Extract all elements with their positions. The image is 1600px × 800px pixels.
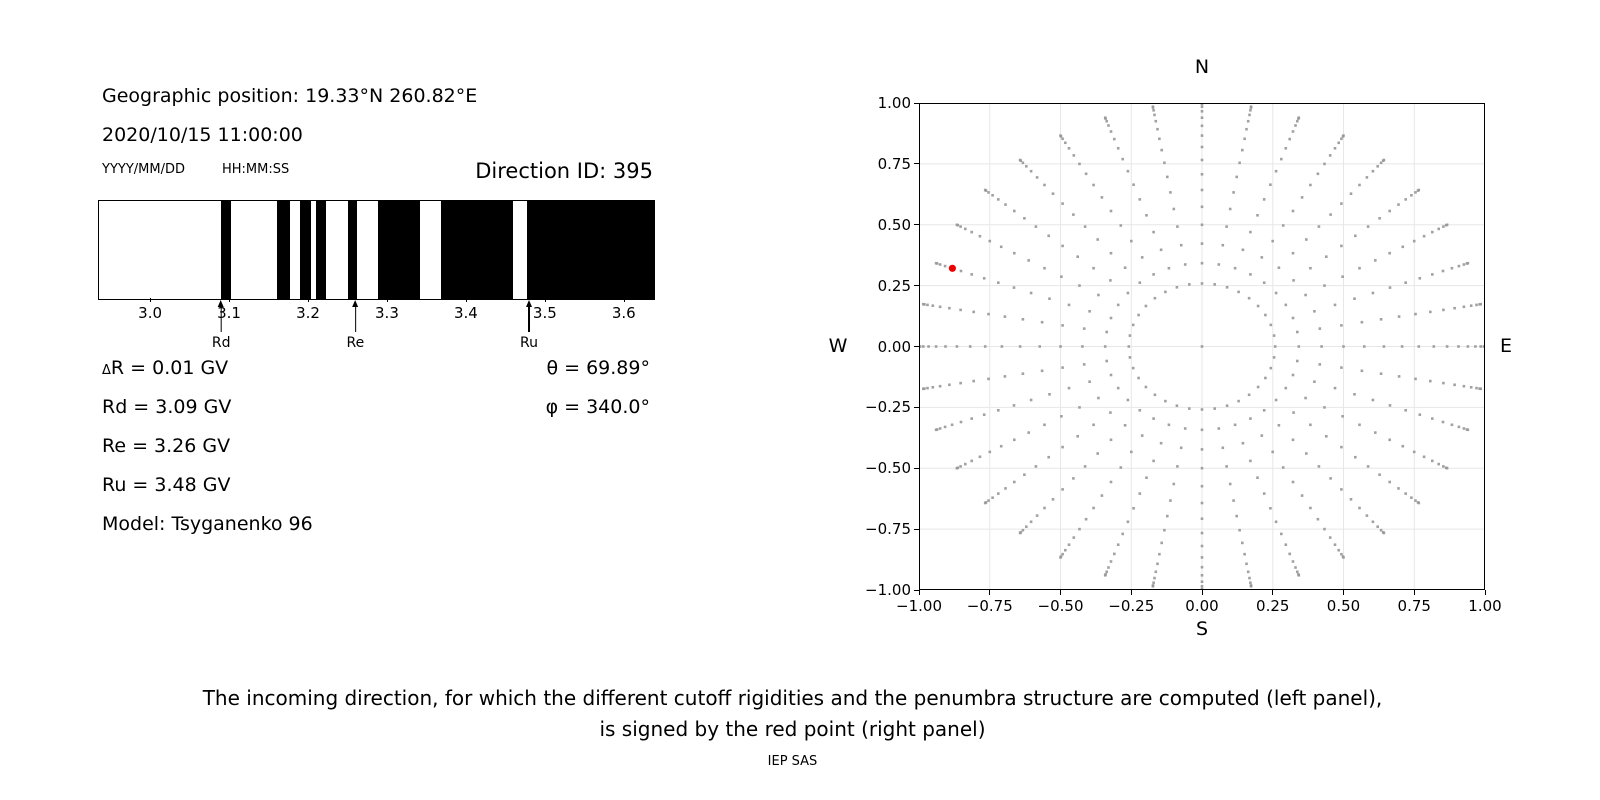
y-tick-label: 0.75 — [877, 154, 911, 173]
datetime-text: 2020/10/15 11:00:00 — [102, 124, 303, 146]
theta-value: θ = 69.89° — [546, 357, 650, 379]
ru-value: Ru = 3.48 GV — [102, 474, 231, 496]
phi-value: φ = 340.0° — [545, 396, 650, 418]
caption-line-2: is signed by the red point (right panel) — [599, 717, 986, 741]
penumbra-tick-label: 3.2 — [296, 304, 320, 322]
y-tick-mark — [914, 589, 919, 591]
date-format-hint: YYYY/MM/DD — [102, 162, 185, 177]
penumbra-tick-mark — [465, 298, 467, 302]
direction-id-text: Direction ID: 395 — [475, 159, 653, 183]
x-tick-label: 0.75 — [1397, 597, 1431, 615]
penumbra-tick-label: 3.0 — [138, 304, 163, 322]
arrow-up-icon — [218, 300, 225, 307]
y-tick-mark — [914, 467, 919, 469]
arrow-stem — [354, 306, 356, 332]
x-tick-mark — [989, 590, 991, 595]
direction-grid-dots — [919, 103, 1485, 590]
y-tick-label: 0.00 — [877, 337, 911, 356]
y-tick-label: 0.25 — [877, 276, 911, 295]
x-tick-mark — [1201, 590, 1203, 595]
delta-r-value: ΔR = 0.01 GV — [102, 357, 228, 379]
y-tick-label: 0.50 — [877, 215, 911, 234]
selected-direction-point — [948, 264, 956, 272]
x-tick-label: 0.25 — [1256, 597, 1290, 615]
x-tick-mark — [1130, 590, 1132, 595]
compass-west-label: W — [828, 335, 848, 357]
arrow-label: Rd — [211, 335, 231, 351]
direction-plot — [919, 103, 1485, 590]
y-tick-mark — [914, 528, 919, 530]
cutoff-arrow-rd: Rd — [211, 300, 231, 351]
x-tick-label: 0.00 — [1185, 597, 1219, 615]
model-text: Model: Tsyganenko 96 — [102, 513, 313, 535]
arrow-label: Re — [346, 335, 365, 351]
penumbra-tick-mark — [229, 298, 231, 302]
penumbra-forbidden-band — [300, 201, 311, 299]
arrow-stem — [220, 306, 222, 332]
x-tick-label: −0.75 — [966, 597, 1013, 615]
plot-border — [919, 103, 1485, 590]
arrow-label: Ru — [520, 335, 539, 351]
penumbra-plot — [98, 200, 655, 300]
y-tick-mark — [914, 285, 919, 287]
arrow-up-icon — [526, 300, 533, 307]
penumbra-forbidden-band — [220, 201, 231, 299]
y-tick-mark — [914, 224, 919, 226]
x-tick-mark — [1484, 590, 1486, 595]
geo-position-text: Geographic position: 19.33°N 260.82°E — [102, 85, 478, 107]
penumbra-forbidden-band — [316, 201, 327, 299]
x-tick-mark — [1272, 590, 1274, 595]
y-tick-mark — [914, 346, 919, 347]
penumbra-forbidden-band — [440, 201, 514, 299]
penumbra-tick-mark — [544, 298, 546, 302]
x-tick-label: 0.50 — [1326, 597, 1361, 615]
y-tick-mark — [914, 102, 919, 104]
penumbra-forbidden-band — [526, 201, 654, 299]
compass-south-label: S — [1195, 618, 1209, 640]
penumbra-tick-label: 3.4 — [453, 304, 478, 322]
rd-value: Rd = 3.09 GV — [102, 396, 232, 418]
penumbra-forbidden-band — [347, 201, 358, 299]
y-tick-mark — [914, 163, 919, 165]
compass-north-label: N — [1194, 56, 1210, 78]
penumbra-forbidden-band — [377, 201, 420, 299]
penumbra-tick-label: 3.5 — [532, 304, 557, 322]
x-tick-label: −1.00 — [896, 597, 942, 615]
x-tick-label: −0.50 — [1037, 597, 1084, 615]
delta-r-text: R = 0.01 GV — [110, 357, 229, 379]
caption-line-1: The incoming direction, for which the di… — [202, 686, 1383, 710]
penumbra-tick-mark — [386, 298, 388, 302]
cutoff-arrow-re: Re — [346, 300, 365, 351]
penumbra-tick-mark — [150, 298, 152, 302]
y-tick-label: 1.00 — [877, 94, 911, 112]
arrow-up-icon — [352, 300, 359, 307]
y-tick-mark — [914, 406, 919, 408]
compass-east-label: E — [1499, 335, 1512, 357]
x-tick-mark — [918, 590, 920, 595]
time-format-hint: HH:MM:SS — [222, 162, 290, 177]
arrow-stem — [528, 306, 530, 332]
penumbra-tick-label: 3.1 — [217, 304, 241, 322]
x-tick-mark — [1413, 590, 1415, 595]
penumbra-tick-label: 3.3 — [375, 304, 399, 322]
penumbra-tick-label: 3.6 — [611, 304, 636, 322]
x-tick-label: −0.25 — [1108, 597, 1155, 615]
x-tick-label: 1.00 — [1468, 597, 1502, 615]
penumbra-tick-mark — [308, 298, 309, 302]
y-tick-label: −0.25 — [865, 398, 911, 417]
cutoff-arrow-ru: Ru — [520, 300, 538, 351]
x-tick-mark — [1060, 590, 1061, 595]
y-tick-label: −1.00 — [865, 581, 911, 599]
penumbra-tick-mark — [623, 298, 625, 302]
re-value: Re = 3.26 GV — [102, 435, 231, 457]
y-tick-label: −0.75 — [865, 520, 911, 539]
y-tick-label: −0.50 — [865, 459, 911, 478]
delta-symbol: Δ — [102, 363, 111, 378]
penumbra-forbidden-band — [276, 201, 291, 299]
x-tick-mark — [1343, 590, 1344, 595]
credit-text: IEP SAS — [767, 754, 818, 769]
penumbra-x-axis: 3.0 3.1 3.2 3.3 3.4 3.5 3.6 Rd Re Ru — [98, 298, 653, 360]
